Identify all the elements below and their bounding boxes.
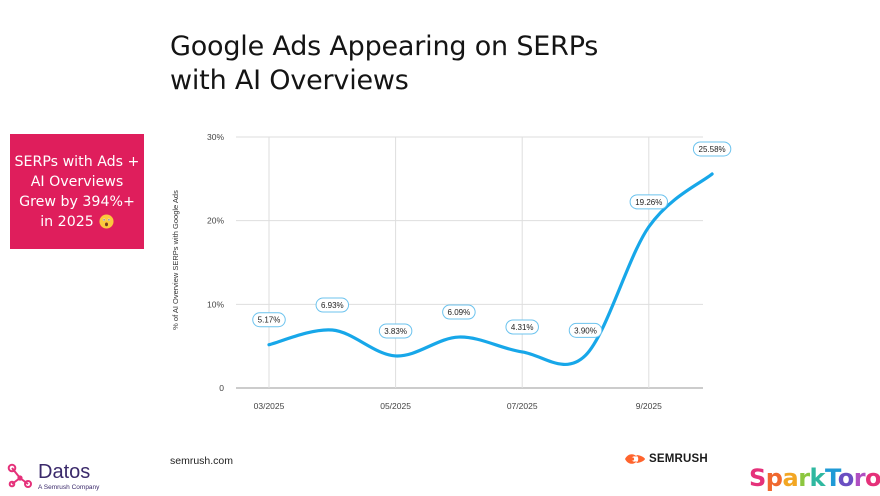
semrush-logo: SEMRUSH [624, 452, 708, 466]
sparktoro-logo: SparkToro [749, 464, 880, 492]
callout-line1: SERPs with Ads + [14, 153, 140, 170]
datos-network-icon [7, 463, 32, 488]
svg-text:19.26%: 19.26% [635, 198, 662, 207]
chart-title-line1: Google Ads Appearing on SERPs [170, 31, 599, 62]
sparktoro-letter: o [837, 464, 855, 492]
sparktoro-letter: r [798, 464, 810, 492]
callout-line4: in 2025 [40, 213, 94, 230]
svg-text:3.83%: 3.83% [384, 327, 407, 336]
y-tick-label: 10% [207, 299, 224, 309]
series-line [267, 172, 714, 367]
data-label: 6.09% [442, 304, 476, 320]
data-label: 25.58% [692, 141, 732, 157]
data-label: 19.26% [629, 194, 668, 210]
chart-grid [236, 136, 703, 389]
callout-line4-row: in 2025 [40, 212, 114, 232]
y-tick-label: 0 [219, 383, 224, 393]
sparktoro-letter: p [765, 464, 783, 492]
datos-logo: Datos A Semrush Company [6, 462, 99, 492]
y-axis-label: % of AI Overview SERPs with Google Ads [171, 190, 180, 330]
sparktoro-letter: k [809, 464, 826, 492]
svg-text:25.58%: 25.58% [699, 145, 726, 154]
semrush-logo-text: SEMRUSH [649, 453, 708, 465]
callout-line3: Grew by 394%+ [19, 193, 135, 210]
y-tick-label: 20% [207, 216, 224, 226]
growth-callout: SERPs with Ads + AI Overviews Grew by 39… [10, 134, 144, 249]
semrush-flame-icon [625, 454, 645, 464]
chart-title-line2: with AI Overviews [170, 65, 409, 96]
x-tick-label: 9/2025 [636, 401, 662, 411]
x-tick-label: 05/2025 [380, 401, 411, 411]
data-label: 3.90% [568, 322, 603, 338]
data-label: 5.17% [252, 312, 286, 328]
data-label: 3.83% [378, 323, 413, 339]
datos-name: Datos [38, 461, 91, 483]
svg-text:6.93%: 6.93% [321, 301, 344, 310]
x-axis: 03/2025 05/2025 07/2025 9/2025 [254, 401, 662, 411]
callout-line2: AI Overviews [30, 173, 124, 190]
astonished-face-icon [99, 214, 114, 229]
svg-text:5.17%: 5.17% [258, 316, 281, 325]
source-text: semrush.com [170, 455, 234, 467]
y-tick-label: 30% [207, 132, 224, 142]
svg-text:3.90%: 3.90% [574, 326, 597, 335]
sparktoro-letter: S [749, 464, 766, 492]
x-tick-label: 07/2025 [507, 401, 538, 411]
data-label: 4.31% [505, 319, 539, 335]
data-label: 6.93% [315, 297, 350, 313]
sparktoro-letter: T [825, 464, 838, 492]
data-labels: 5.17% 6.93% 3.83% 6.09% 4.31% 3.90% 19.26% 25.5… [252, 141, 732, 339]
x-tick-label: 03/2025 [254, 401, 285, 411]
sparktoro-letter: a [782, 464, 799, 492]
datos-subtitle: A Semrush Company [38, 484, 100, 491]
svg-text:6.09%: 6.09% [448, 308, 471, 317]
y-axis: 0 10% 20% 30% [207, 132, 224, 393]
sparktoro-letter: o [865, 464, 880, 492]
chart-title: Google Ads Appearing on SERPs with AI Ov… [170, 30, 730, 98]
sparktoro-letter: r [853, 464, 866, 492]
svg-text:4.31%: 4.31% [511, 323, 534, 332]
